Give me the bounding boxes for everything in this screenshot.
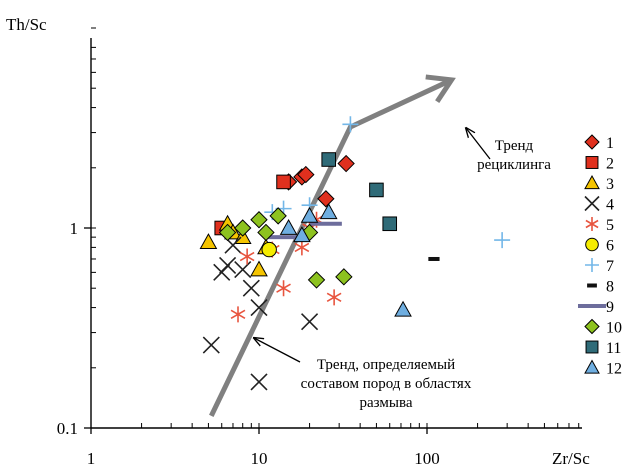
axes	[90, 38, 582, 429]
data-point-series-12	[279, 218, 298, 235]
legend-entry: 3	[584, 174, 614, 193]
legend-label: 11	[606, 340, 621, 357]
data-point-series-4	[250, 373, 268, 391]
data-point-series-1	[337, 154, 355, 173]
data-point-series-12	[319, 203, 338, 220]
legend-entry: 5	[585, 217, 614, 234]
legend-label: 6	[606, 238, 614, 255]
data-point-series-5	[239, 248, 255, 265]
data-points	[199, 116, 511, 391]
data-point-series-5	[230, 306, 246, 323]
legend-marker-9	[578, 304, 606, 308]
x-tick-label: 100	[414, 449, 440, 468]
data-point-series-7	[342, 116, 359, 133]
data-point-series-9	[267, 235, 300, 240]
data-point-series-3	[199, 233, 218, 250]
data-point-series-11	[369, 182, 384, 198]
data-point-series-10	[218, 223, 237, 242]
y-tick-label: 0.1	[57, 419, 78, 438]
trend-arrowhead	[425, 74, 456, 103]
annotation-source: Тренд, определяемый составом пород в обла…	[301, 357, 472, 411]
legend-marker-3	[584, 174, 600, 190]
legend-label: 3	[606, 176, 614, 193]
y-ticks: 0.11	[57, 27, 96, 438]
legend-entry: 4	[584, 195, 614, 214]
data-point-series-10	[307, 271, 326, 289]
data-point-series-9	[309, 221, 342, 226]
legend-entry: 6	[585, 237, 614, 255]
legend-entry: 12	[584, 359, 622, 378]
data-point-series-12	[300, 206, 319, 223]
data-point-series-4	[301, 313, 319, 331]
data-point-series-4	[242, 279, 260, 297]
data-point-series-10	[269, 207, 287, 225]
legend-marker-2	[585, 156, 599, 169]
data-point-series-6	[261, 241, 277, 258]
data-point-series-10	[335, 268, 353, 286]
legend-label: 8	[606, 279, 614, 296]
legend-label: 7	[606, 258, 614, 275]
data-point-series-5	[276, 280, 291, 297]
annotation-line: Тренд	[495, 138, 534, 154]
data-point-series-4	[219, 256, 237, 274]
data-point-series-10	[257, 223, 275, 242]
legend-marker-12	[584, 359, 600, 374]
legend-label: 1	[606, 135, 614, 152]
legend-entry: 2	[585, 156, 614, 173]
legend-marker-10	[584, 318, 600, 335]
annotation-line: Тренд, определяемый	[317, 357, 455, 373]
annotation-line: составом пород в областях	[301, 376, 472, 392]
x-tick-label: 10	[251, 449, 268, 468]
legend-marker-7	[585, 258, 599, 272]
data-point-series-4	[250, 299, 268, 317]
data-point-series-5	[326, 289, 342, 306]
legend-marker-11	[585, 340, 599, 354]
y-tick-label: 1	[70, 219, 79, 238]
data-point-series-4	[202, 336, 220, 354]
legend-label: 2	[606, 156, 614, 173]
legend-marker-5	[585, 217, 599, 231]
data-point-series-1	[317, 190, 335, 208]
annotations: Тренд рециклинга Тренд, определяемый состав…	[254, 128, 551, 411]
data-point-series-11	[321, 152, 337, 167]
annotation-arrow	[254, 338, 301, 363]
y-axis-title: Th/Sc	[6, 15, 47, 34]
data-point-series-8	[428, 256, 440, 261]
data-point-series-10	[250, 211, 268, 229]
x-tick-label: 1	[87, 449, 96, 468]
data-point-series-1	[297, 165, 315, 184]
data-point-series-11	[382, 216, 398, 232]
legend-entry: 11	[585, 340, 621, 357]
legend-label: 10	[606, 320, 622, 337]
legend-marker-6	[585, 237, 599, 252]
legend-entry: 1	[584, 134, 614, 152]
legend-entry: 10	[584, 318, 622, 337]
legend-label: 12	[606, 361, 622, 378]
data-point-series-2	[276, 174, 291, 190]
data-point-series-12	[293, 226, 311, 243]
data-point-series-7	[494, 232, 511, 249]
annotation-line: рециклинга	[477, 157, 551, 173]
legend-entry: 9	[578, 299, 614, 316]
data-point-series-4	[234, 260, 252, 279]
legend-entry: 8	[587, 279, 614, 296]
legend-marker-8	[587, 283, 597, 288]
data-point-series-12	[394, 300, 412, 317]
legend-label: 5	[606, 217, 614, 234]
x-ticks: 1 10 100	[87, 423, 580, 468]
data-point-series-3	[250, 260, 268, 277]
legend-entry: 7	[585, 258, 614, 275]
legend-label: 4	[606, 197, 614, 214]
legend-marker-1	[584, 134, 600, 150]
annotation-recycling: Тренд рециклинга	[477, 138, 551, 173]
annotation-line: размыва	[360, 395, 413, 411]
annotation-arrow	[466, 128, 491, 160]
legend-label: 9	[606, 299, 614, 316]
legend-marker-4	[584, 195, 600, 212]
data-point-series-10	[234, 219, 252, 237]
x-axis-title: Zr/Sc	[552, 449, 590, 468]
